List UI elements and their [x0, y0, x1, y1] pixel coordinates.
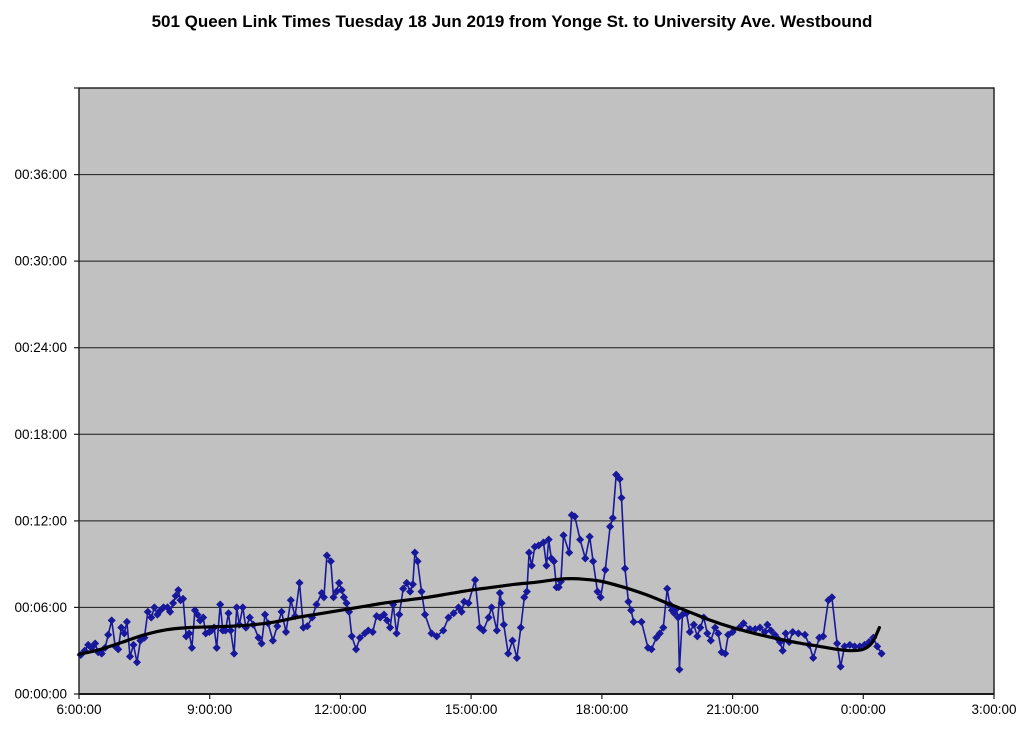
- y-axis-label: 00:30:00: [14, 254, 67, 269]
- y-axis-label: 00:00:00: [14, 687, 67, 702]
- x-axis-label: 3:00:00: [971, 702, 1016, 717]
- data-markers: [76, 470, 886, 674]
- y-axis-label: 00:18:00: [14, 427, 67, 442]
- y-axis-label: 00:12:00: [14, 513, 67, 528]
- plot-layer: 00:00:00 00:06:00 00:12:00 00:18:00 00:24:00…: [14, 87, 1017, 717]
- y-axis-label: 00:24:00: [14, 340, 67, 355]
- x-axis-label: 6:00:00: [56, 702, 101, 717]
- x-axis-label: 21:00:00: [706, 702, 759, 717]
- x-axis-label: 0:00:00: [841, 702, 886, 717]
- chart-title: 501 Queen Link Times Tuesday 18 Jun 2019…: [152, 12, 873, 31]
- y-axis-label: 00:06:00: [14, 600, 67, 615]
- x-axis-label: 15:00:00: [445, 702, 498, 717]
- plot-area: [78, 87, 995, 695]
- y-axis-label: 00:36:00: [14, 167, 67, 182]
- x-axis-label: 12:00:00: [314, 702, 367, 717]
- trend-line: [77, 576, 881, 656]
- x-axis-label: 18:00:00: [576, 702, 629, 717]
- x-axis-label: 9:00:00: [187, 702, 232, 717]
